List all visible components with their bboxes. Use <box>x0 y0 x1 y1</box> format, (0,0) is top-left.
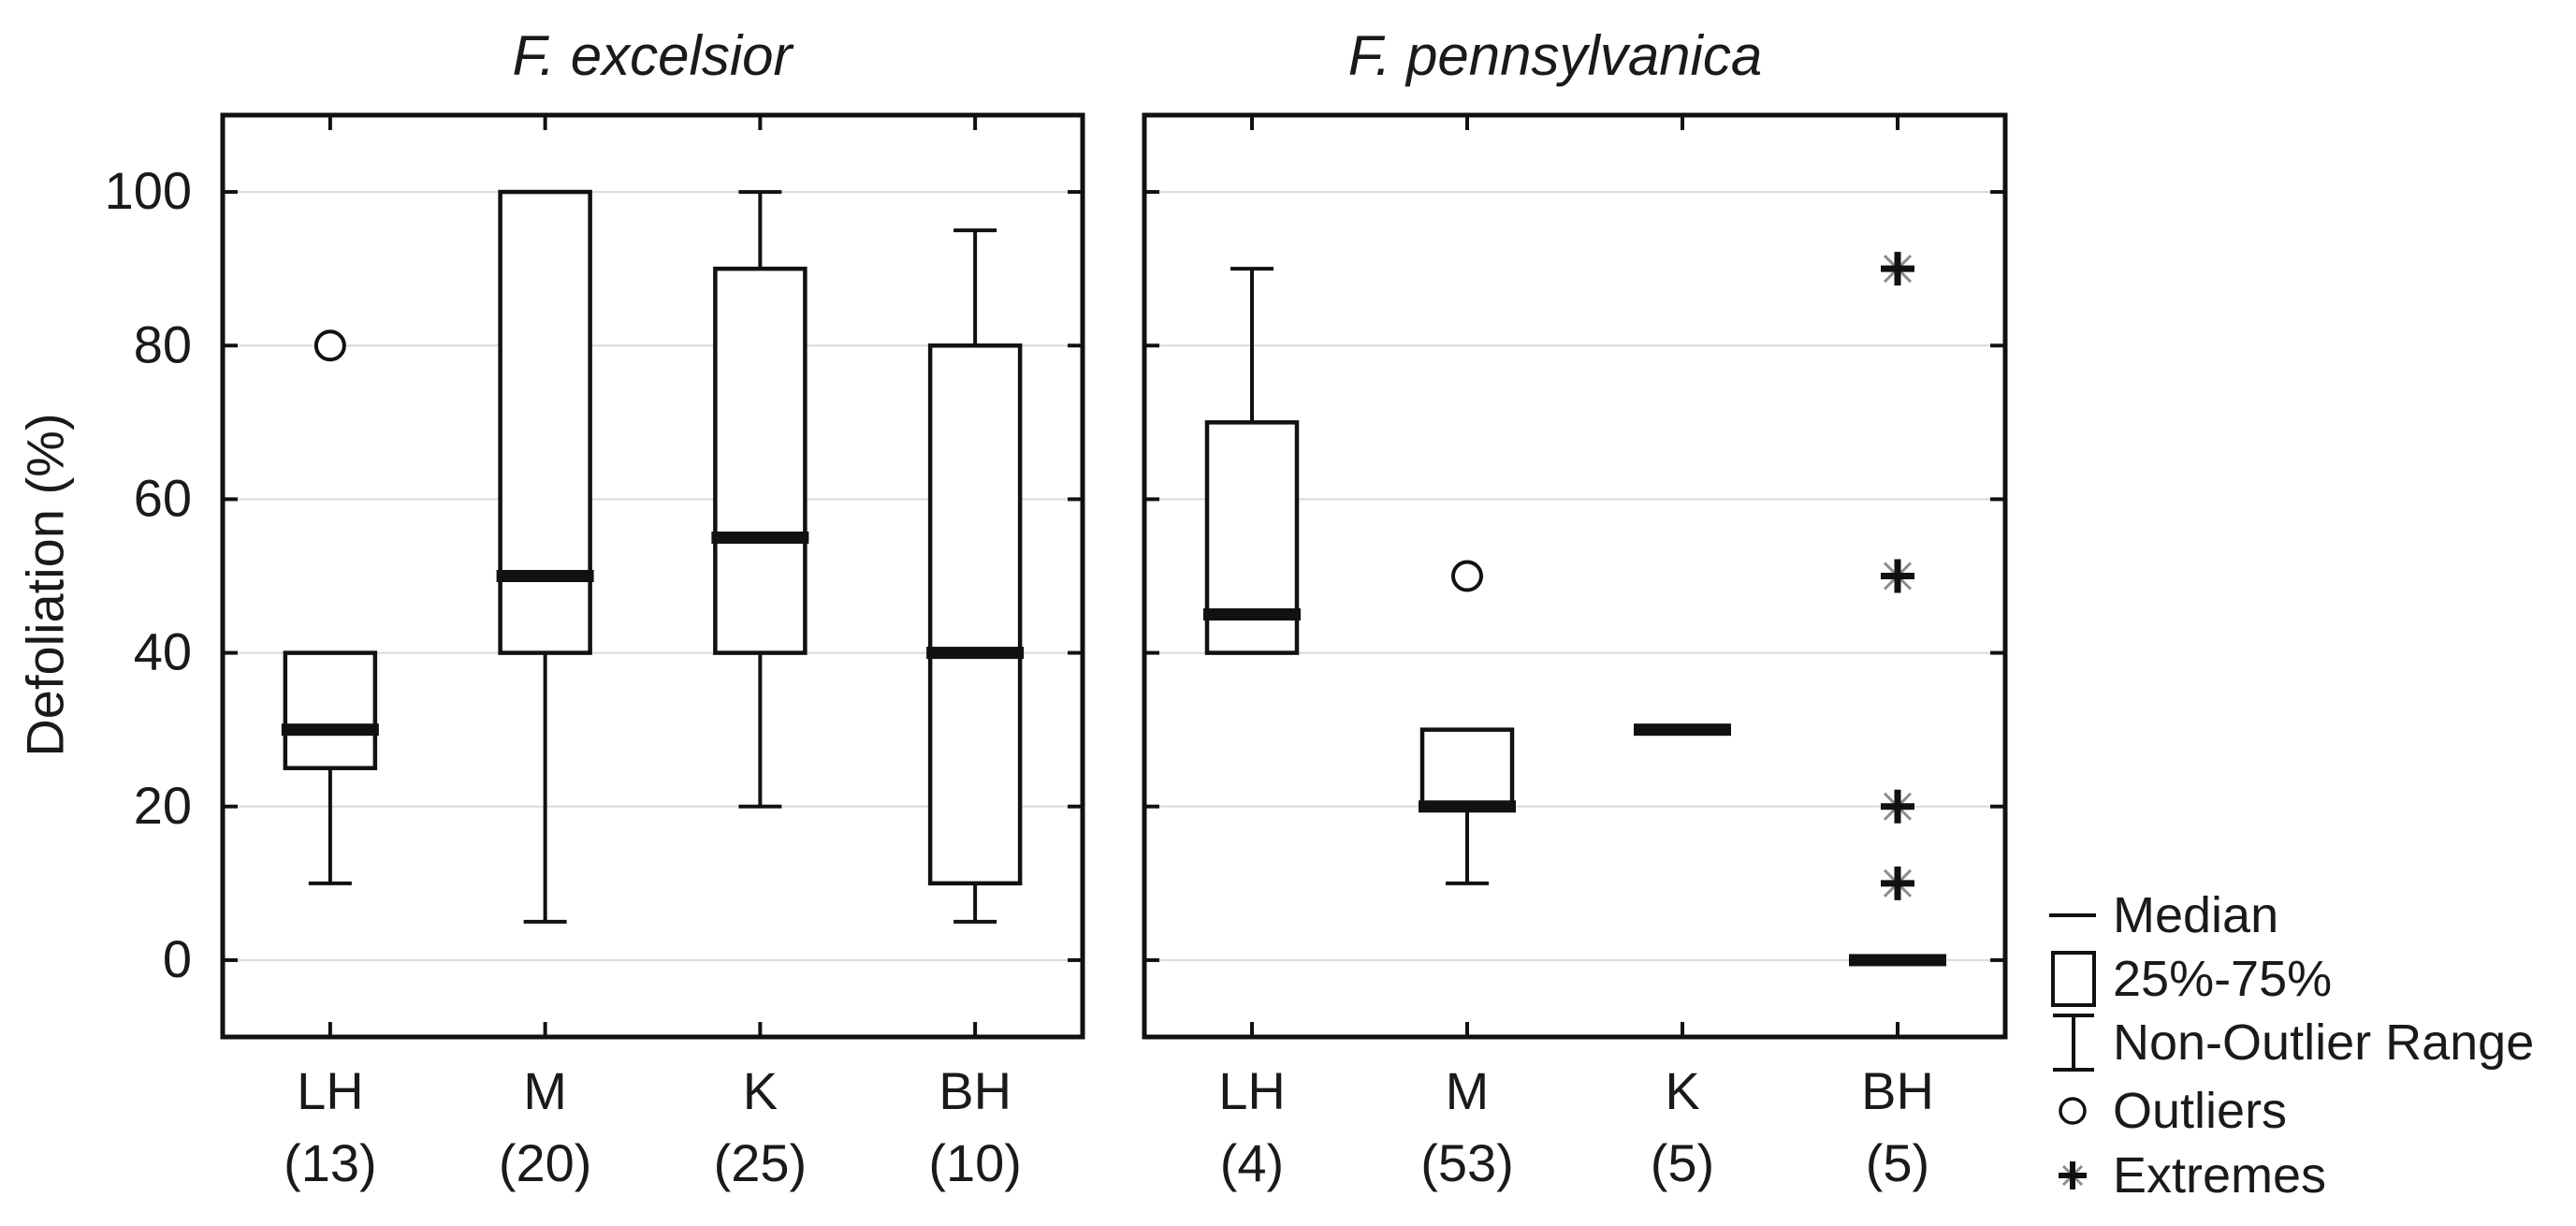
category-count-label: (5) <box>1651 1133 1714 1192</box>
legend-item-outliers: Outliers <box>2045 1078 2287 1144</box>
y-tick-label: 100 <box>105 161 192 220</box>
category-count-label: (13) <box>284 1133 377 1192</box>
y-tick-label: 80 <box>134 314 192 373</box>
median-bar <box>926 647 1025 660</box>
y-axis-title: Defoliation (%) <box>15 413 75 757</box>
median-bar <box>496 570 594 582</box>
box-icon <box>2045 946 2100 1012</box>
legend-label: 25%-75% <box>2113 951 2333 1007</box>
legend-item-non-outlier-range: Non-Outlier Range <box>2045 1010 2534 1075</box>
legend-label: Extremes <box>2113 1147 2327 1204</box>
iqr-box <box>1419 727 1515 810</box>
legend-item-box: 25%-75% <box>2045 946 2332 1012</box>
outlier-circle-icon <box>2045 1078 2100 1144</box>
whisker-range-icon <box>2045 1010 2100 1075</box>
median-bar <box>1634 723 1731 737</box>
category-label: K <box>743 1061 778 1120</box>
median-bar <box>1419 800 1516 813</box>
panel-title-pennsylvanica: F. pennsylvanica <box>1347 24 1763 87</box>
category-count-label: (5) <box>1866 1133 1929 1192</box>
category-label: BH <box>1861 1061 1934 1120</box>
median-bar <box>281 723 379 737</box>
category-label: M <box>523 1061 567 1120</box>
y-tick-label: 60 <box>134 468 192 527</box>
category-count-label: (4) <box>1220 1133 1284 1192</box>
iqr-box <box>498 189 592 655</box>
legend-label: Outliers <box>2113 1083 2288 1139</box>
median-bar <box>1203 608 1301 621</box>
panel-border <box>220 112 1085 1040</box>
legend-item-extremes: Extremes <box>2045 1143 2326 1208</box>
outlier-marker <box>313 329 346 362</box>
legend-item-median: Median <box>2045 883 2278 948</box>
category-label: BH <box>939 1061 1011 1120</box>
outlier-marker <box>1451 560 1483 592</box>
category-label: M <box>1446 1061 1490 1120</box>
category-count-label: (20) <box>499 1133 592 1192</box>
category-label: LH <box>297 1061 364 1120</box>
median-line-icon <box>2045 883 2100 948</box>
category-count-label: (10) <box>928 1133 1022 1192</box>
median-bar <box>711 531 809 544</box>
y-tick-label: 0 <box>163 929 192 988</box>
panel-title-excelsior: F. excelsior <box>512 24 793 87</box>
iqr-box <box>713 266 808 655</box>
panel-border <box>1142 112 2008 1040</box>
y-tick-label: 40 <box>134 622 192 681</box>
y-tick-label: 20 <box>134 776 192 835</box>
iqr-box <box>927 343 1023 886</box>
category-label: LH <box>1218 1061 1286 1120</box>
category-label: K <box>1665 1061 1699 1120</box>
extreme-asterisk-icon <box>2045 1143 2100 1208</box>
category-count-label: (25) <box>714 1133 808 1192</box>
median-bar <box>1849 954 1946 967</box>
legend-label: Non-Outlier Range <box>2113 1014 2535 1071</box>
category-count-label: (53) <box>1420 1133 1514 1192</box>
legend-label: Median <box>2113 887 2279 943</box>
iqr-box <box>283 650 378 770</box>
